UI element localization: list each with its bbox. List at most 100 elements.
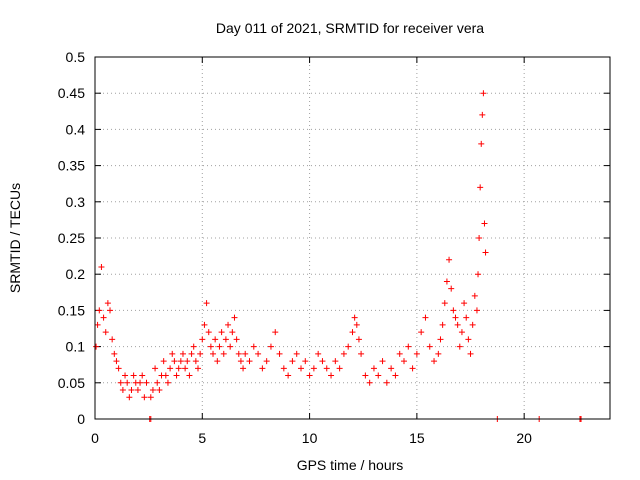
data-point — [392, 372, 399, 379]
data-point — [94, 321, 101, 328]
data-point — [467, 350, 474, 357]
y-tick-label: 0.1 — [66, 339, 86, 355]
data-point — [137, 379, 144, 386]
data-point — [199, 336, 206, 343]
data-point — [149, 387, 156, 394]
data-point — [458, 329, 465, 336]
data-point — [463, 314, 470, 321]
y-tick-label: 0.15 — [58, 302, 85, 318]
y-tick-label: 0.45 — [58, 85, 85, 101]
data-point — [160, 358, 167, 365]
data-point — [456, 343, 463, 350]
data-point — [332, 358, 339, 365]
data-point — [162, 372, 169, 379]
data-point — [216, 343, 223, 350]
data-point — [358, 350, 365, 357]
data-point — [235, 350, 242, 357]
data-point — [465, 336, 472, 343]
data-point — [450, 307, 457, 314]
data-point — [231, 314, 238, 321]
data-point — [184, 358, 191, 365]
data-point — [134, 387, 141, 394]
data-point — [441, 300, 448, 307]
data-point — [192, 358, 199, 365]
data-point — [156, 387, 163, 394]
data-point — [195, 365, 201, 372]
data-point — [437, 336, 444, 343]
data-point — [109, 336, 116, 343]
y-tick-label: 0.3 — [66, 194, 86, 210]
y-tick-label: 0.5 — [66, 49, 86, 65]
data-point — [405, 343, 412, 350]
data-point — [298, 365, 304, 372]
data-point — [383, 379, 390, 386]
data-point — [255, 350, 262, 357]
data-point — [267, 343, 274, 350]
data-point — [128, 387, 135, 394]
data-point — [328, 372, 335, 379]
data-point — [152, 365, 159, 372]
data-point — [272, 329, 279, 336]
data-point — [119, 387, 126, 394]
data-point — [186, 372, 193, 379]
data-point — [259, 365, 266, 372]
data-point — [139, 372, 146, 379]
data-point — [396, 350, 403, 357]
data-point — [115, 365, 122, 372]
data-point — [250, 343, 257, 350]
data-point — [147, 394, 154, 401]
data-point — [100, 314, 107, 321]
data-point — [475, 271, 482, 278]
data-point — [379, 358, 386, 365]
data-point — [461, 300, 468, 307]
data-point — [293, 350, 300, 357]
data-point — [218, 329, 225, 336]
data-point — [315, 350, 322, 357]
y-tick-label: 0 — [77, 411, 85, 427]
data-point — [310, 365, 317, 372]
data-point — [171, 358, 178, 365]
y-tick-label: 0.35 — [58, 158, 85, 174]
data-point — [439, 321, 446, 328]
data-point — [413, 350, 420, 357]
data-point — [169, 350, 176, 357]
data-point — [188, 350, 195, 357]
data-point — [477, 184, 484, 191]
chart-title: Day 011 of 2021, SRMTID for receiver ver… — [216, 20, 484, 36]
data-point — [179, 350, 186, 357]
data-point — [482, 249, 489, 256]
data-point — [124, 379, 131, 386]
data-point — [205, 329, 212, 336]
data-point — [143, 379, 150, 386]
data-point — [141, 394, 148, 401]
data-point — [370, 365, 377, 372]
y-tick-label: 0.2 — [66, 266, 86, 282]
data-point — [225, 321, 232, 328]
data-point — [222, 336, 229, 343]
y-tick-label: 0.25 — [58, 230, 85, 246]
data-point — [285, 372, 292, 379]
data-point — [473, 307, 480, 314]
data-point — [418, 329, 425, 336]
data-point — [263, 358, 270, 365]
data-point — [446, 256, 453, 263]
data-point — [190, 343, 197, 350]
data-point — [242, 350, 249, 357]
data-point — [452, 314, 459, 321]
x-tick-label: 5 — [198, 430, 206, 446]
x-tick-label: 20 — [516, 430, 532, 446]
data-point — [336, 365, 343, 372]
data-point — [96, 307, 103, 314]
data-point — [345, 343, 352, 350]
data-points — [93, 90, 585, 422]
data-point — [212, 336, 219, 343]
data-point — [203, 300, 210, 307]
data-point — [349, 329, 356, 336]
data-point — [422, 314, 429, 321]
x-tick-label: 15 — [409, 430, 425, 446]
data-point — [355, 336, 362, 343]
y-axis-label: SRMTID / TECUs — [7, 183, 23, 293]
data-point — [214, 358, 221, 365]
